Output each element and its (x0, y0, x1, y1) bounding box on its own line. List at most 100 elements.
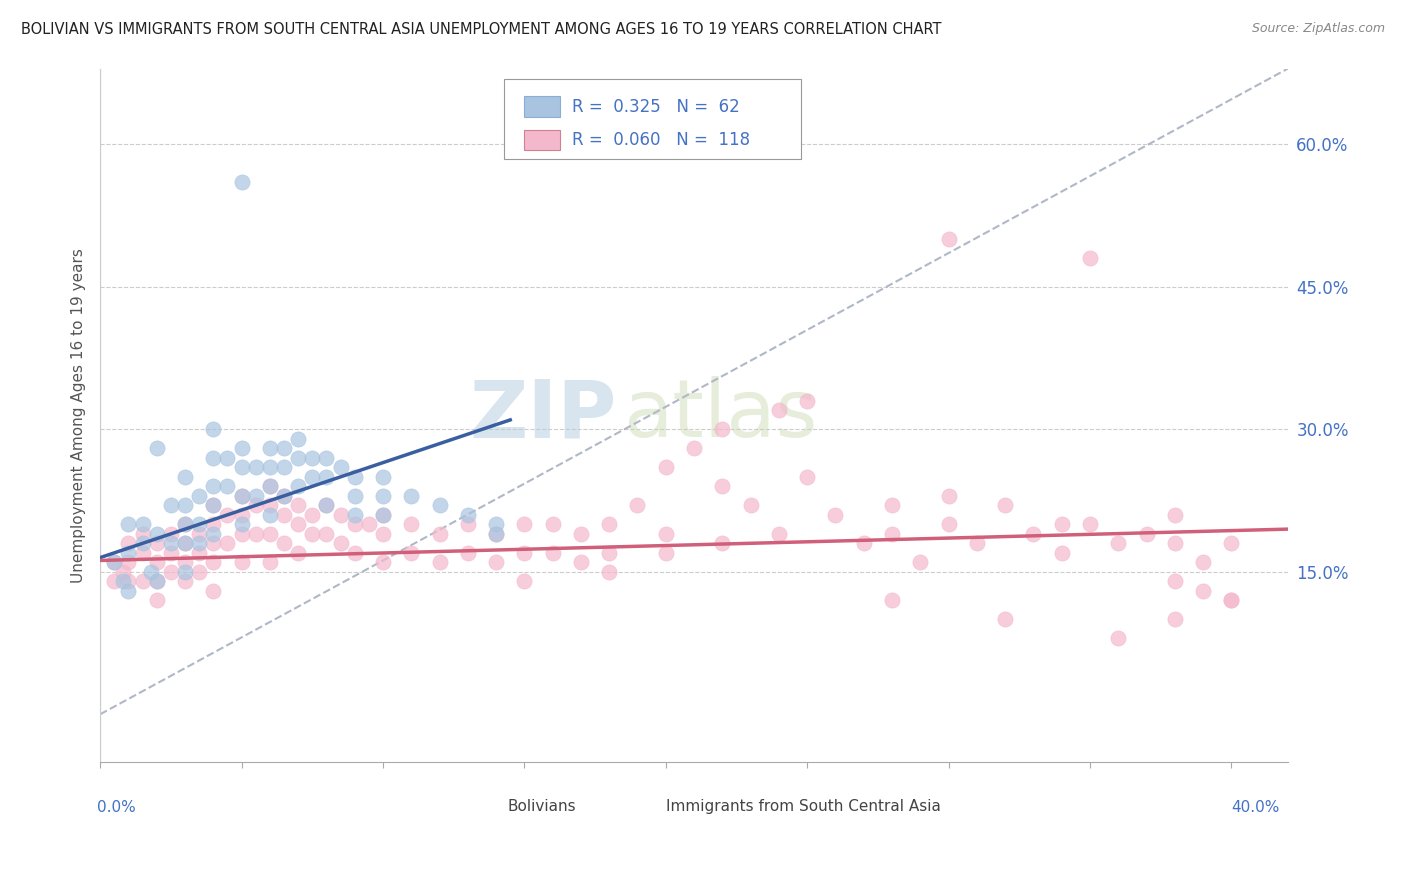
Point (188, 546, 211, 560)
Point (160, 565, 183, 579)
Point (1107, 536, 1129, 550)
Point (117, 574, 139, 589)
Text: ZIP: ZIP (470, 376, 617, 454)
Point (880, 593, 903, 607)
Point (315, 470, 337, 484)
Point (103, 574, 125, 589)
Point (245, 499, 267, 513)
Text: BOLIVIAN VS IMMIGRANTS FROM SOUTH CENTRAL ASIA UNEMPLOYMENT AMONG AGES 16 TO 19 : BOLIVIAN VS IMMIGRANTS FROM SOUTH CENTRA… (21, 22, 942, 37)
Point (273, 508, 295, 522)
Point (174, 499, 197, 513)
Point (273, 489, 295, 503)
Point (202, 526, 225, 541)
Point (371, 555, 394, 569)
Point (259, 479, 281, 493)
Point (880, 499, 903, 513)
Point (485, 517, 508, 532)
Point (655, 460, 678, 475)
Point (202, 479, 225, 493)
Point (202, 422, 225, 436)
Point (429, 555, 451, 569)
Point (796, 470, 818, 484)
Point (938, 232, 960, 246)
Point (343, 508, 366, 522)
Point (217, 479, 239, 493)
Point (1107, 632, 1129, 646)
Point (513, 574, 536, 589)
Point (174, 555, 197, 569)
Point (287, 450, 309, 465)
Point (329, 460, 352, 475)
Point (598, 517, 620, 532)
Point (711, 536, 734, 550)
Point (202, 499, 225, 513)
Point (231, 442, 253, 456)
Point (273, 536, 295, 550)
Point (145, 574, 167, 589)
Point (145, 593, 167, 607)
Point (231, 555, 253, 569)
Point (513, 517, 536, 532)
Point (938, 489, 960, 503)
Point (399, 489, 422, 503)
Point (429, 526, 451, 541)
Text: Bolivians: Bolivians (508, 799, 576, 814)
Text: atlas: atlas (623, 376, 817, 454)
Point (301, 508, 323, 522)
Point (1078, 517, 1101, 532)
Point (145, 536, 167, 550)
Point (1220, 536, 1243, 550)
Point (231, 508, 253, 522)
Point (343, 517, 366, 532)
Point (131, 546, 153, 560)
Point (598, 546, 620, 560)
Point (329, 536, 352, 550)
Point (245, 489, 267, 503)
Point (371, 470, 394, 484)
Point (188, 526, 211, 541)
Point (966, 536, 988, 550)
Point (131, 536, 153, 550)
Point (259, 442, 281, 456)
Point (301, 526, 323, 541)
Point (541, 517, 564, 532)
Point (231, 176, 253, 190)
Point (485, 526, 508, 541)
Point (259, 508, 281, 522)
Point (598, 565, 620, 579)
Point (117, 536, 139, 550)
Point (231, 517, 253, 532)
Point (711, 479, 734, 493)
Point (569, 555, 592, 569)
Point (217, 450, 239, 465)
Point (131, 526, 153, 541)
Point (1022, 526, 1045, 541)
Point (259, 526, 281, 541)
Point (245, 460, 267, 475)
Point (160, 546, 183, 560)
Point (273, 442, 295, 456)
Point (569, 526, 592, 541)
Point (1135, 526, 1157, 541)
Point (245, 526, 267, 541)
Point (202, 536, 225, 550)
Point (824, 508, 846, 522)
Point (174, 574, 197, 589)
Point (287, 517, 309, 532)
Point (273, 460, 295, 475)
Point (315, 499, 337, 513)
Point (399, 517, 422, 532)
Point (145, 574, 167, 589)
Point (910, 555, 932, 569)
Point (329, 508, 352, 522)
Point (343, 470, 366, 484)
Point (1050, 546, 1073, 560)
Point (174, 536, 197, 550)
Point (217, 508, 239, 522)
Point (301, 450, 323, 465)
Point (371, 508, 394, 522)
Y-axis label: Unemployment Among Ages 16 to 19 years: Unemployment Among Ages 16 to 19 years (72, 248, 86, 582)
Point (103, 555, 125, 569)
Point (160, 536, 183, 550)
Point (371, 526, 394, 541)
